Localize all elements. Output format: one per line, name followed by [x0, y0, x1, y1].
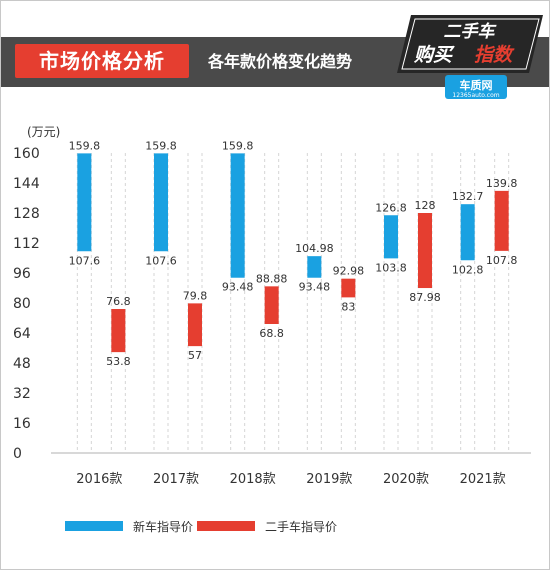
data-label-low: 57	[188, 349, 202, 362]
data-label-low: 107.6	[145, 254, 177, 267]
used-price-range-bar	[418, 213, 432, 289]
used-price-range-bar	[341, 278, 356, 298]
x-tick-label: 2017款	[153, 472, 199, 487]
header: 市场价格分析 各年款价格变化趋势 二手车 购买 指数 车质网 12365auto…	[1, 1, 549, 101]
range-bar-chart: 0 16 32 48 64 80 96 112 128 144 160 159.8 107.6 159.8…	[13, 139, 531, 487]
x-tick-label: 2019款	[306, 472, 352, 487]
x-tick-label: 2021款	[460, 472, 506, 487]
logo-text-buy: 购买	[413, 44, 455, 66]
legend-item-used: 二手车指导价	[197, 518, 337, 534]
brand-logo: 二手车 购买 指数 车质网 12365auto.com	[397, 15, 543, 99]
used-price-range-bar	[111, 309, 126, 353]
logo-text-index: 指数	[474, 44, 515, 66]
x-tick-label: 2016款	[76, 472, 122, 487]
data-label-low: 83	[341, 300, 355, 313]
data-label-high: 159.8	[145, 139, 177, 152]
data-label-low: 87.98	[409, 291, 441, 304]
new-price-range-bar	[154, 153, 168, 252]
legend-swatch-used	[197, 521, 255, 531]
data-label-low: 93.48	[299, 281, 331, 294]
data-label-high: 104.98	[295, 242, 334, 255]
legend-label-used: 二手车指导价	[265, 519, 338, 534]
used-price-range-bar	[264, 286, 279, 324]
chart-subtitle: 各年款价格变化趋势	[208, 52, 353, 71]
data-label-high: 128	[415, 199, 436, 212]
data-label-high: 159.8	[222, 139, 254, 152]
data-label-low: 103.8	[375, 261, 407, 274]
legend-label-new: 新车指导价	[133, 519, 194, 534]
y-tick-label: 48	[13, 356, 31, 372]
y-tick-label: 144	[13, 176, 40, 192]
y-tick-label: 16	[13, 416, 31, 432]
new-price-range-bar	[307, 256, 322, 278]
y-tick-label: 0	[13, 446, 22, 462]
legend-item-new: 新车指导价	[65, 518, 193, 534]
data-label-high: 159.8	[69, 139, 101, 152]
logo-text-top: 二手车	[444, 22, 498, 42]
data-label-high: 76.8	[106, 295, 131, 308]
new-price-range-bar	[460, 204, 475, 261]
x-tick-label: 2020款	[383, 472, 429, 487]
page-title: 市场价格分析	[15, 44, 189, 78]
data-label-high: 132.7	[452, 190, 484, 203]
new-price-range-bar	[230, 153, 245, 278]
data-label-low: 68.8	[259, 327, 284, 340]
data-label-high: 92.98	[333, 265, 365, 278]
data-label-low: 102.8	[452, 263, 484, 276]
y-tick-label: 32	[13, 386, 31, 402]
new-price-range-bar	[384, 215, 398, 259]
y-tick-label: 96	[13, 266, 31, 282]
y-axis-unit: (万元)	[27, 125, 61, 139]
used-price-range-bar	[494, 190, 509, 251]
data-label-high: 139.8	[486, 177, 518, 190]
new-price-range-bar	[77, 153, 92, 252]
data-label-high: 79.8	[183, 289, 208, 302]
data-label-low: 107.8	[486, 254, 518, 267]
y-tick-label: 128	[13, 206, 40, 222]
data-label-high: 126.8	[375, 201, 407, 214]
logo-url: 12365auto.com	[452, 92, 499, 99]
data-label-low: 93.48	[222, 281, 254, 294]
data-label-high: 88.88	[256, 272, 288, 285]
logo-site: 车质网	[460, 78, 493, 92]
legend-swatch-new	[65, 521, 123, 531]
data-label-low: 107.6	[69, 254, 101, 267]
y-tick-label: 160	[13, 146, 40, 162]
y-tick-label: 80	[13, 296, 31, 312]
y-tick-label: 64	[13, 326, 31, 342]
y-tick-label: 112	[13, 236, 40, 252]
x-tick-label: 2018款	[230, 472, 276, 487]
data-label-low: 53.8	[106, 355, 131, 368]
used-price-range-bar	[188, 303, 202, 347]
